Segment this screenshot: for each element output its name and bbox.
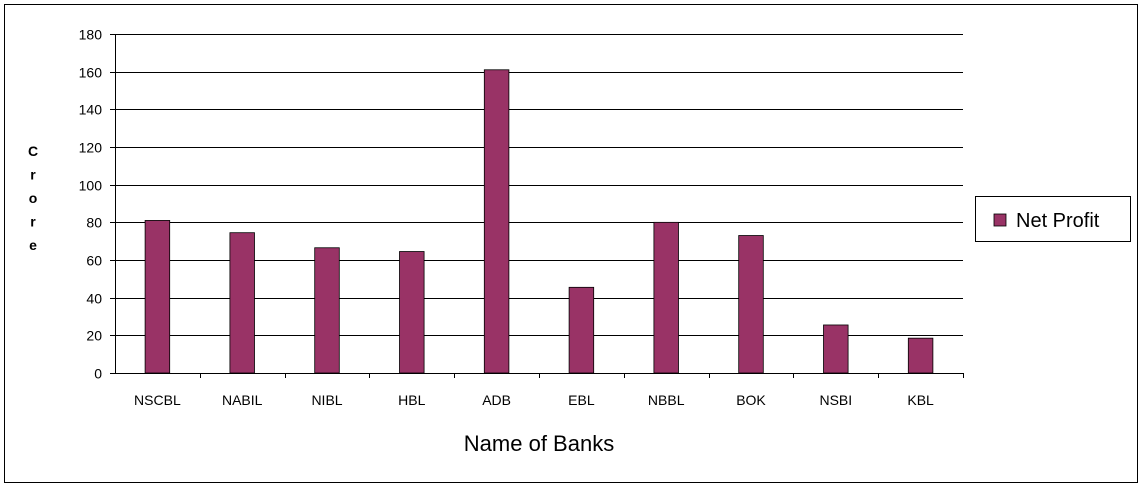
x-tick-label: NSCBL	[134, 392, 181, 408]
y-tick-label: 0	[94, 366, 102, 382]
y-tick-label: 180	[79, 27, 103, 43]
chart-border	[4, 4, 1138, 483]
bar-nbbl	[653, 221, 679, 374]
x-tick-label: EBL	[568, 392, 595, 408]
y-tick-label: 20	[86, 328, 102, 344]
x-tick-labels: NSCBL NABIL NIBL HBL ADB EBL NBBL BOK NSBI KBL	[134, 373, 964, 408]
x-tick-label: NABIL	[222, 392, 263, 408]
bar-nabil	[229, 232, 255, 374]
y-tick-label: 120	[79, 140, 103, 156]
y-tick-label: 160	[79, 65, 103, 81]
y-tick-labels: 0 20 40 60 80 100 120 140 160 180	[79, 27, 115, 382]
x-tick-label: NBBL	[648, 392, 685, 408]
x-tick-label: NSBI	[819, 392, 852, 408]
bar-kbl	[907, 337, 934, 374]
bar-bok	[738, 235, 764, 374]
y-tick-label: 40	[86, 291, 102, 307]
y-tick-label: 80	[86, 215, 102, 231]
legend: Net Profit	[975, 196, 1131, 242]
legend-swatch	[993, 213, 1007, 227]
y-tick-label: 100	[79, 178, 103, 194]
bars	[144, 69, 934, 374]
y-tick-label: 60	[86, 253, 102, 269]
x-tick-label: NIBL	[311, 392, 342, 408]
bar-ebl	[568, 286, 595, 374]
y-tick-label: 140	[79, 102, 103, 118]
x-tick-label: ADB	[482, 392, 511, 408]
x-tick-label: BOK	[736, 392, 766, 408]
x-axis-title: Name of Banks	[464, 431, 614, 456]
bar-nsbi	[823, 324, 849, 374]
bar-nibl	[314, 247, 340, 374]
bar-hbl	[399, 251, 425, 374]
bar-adb	[483, 69, 510, 374]
x-tick-label: HBL	[398, 392, 425, 408]
x-tick-label: KBL	[907, 392, 934, 408]
gridlines	[115, 34, 963, 336]
bar-nscbl	[144, 220, 171, 374]
legend-label: Net Profit	[1016, 210, 1100, 232]
